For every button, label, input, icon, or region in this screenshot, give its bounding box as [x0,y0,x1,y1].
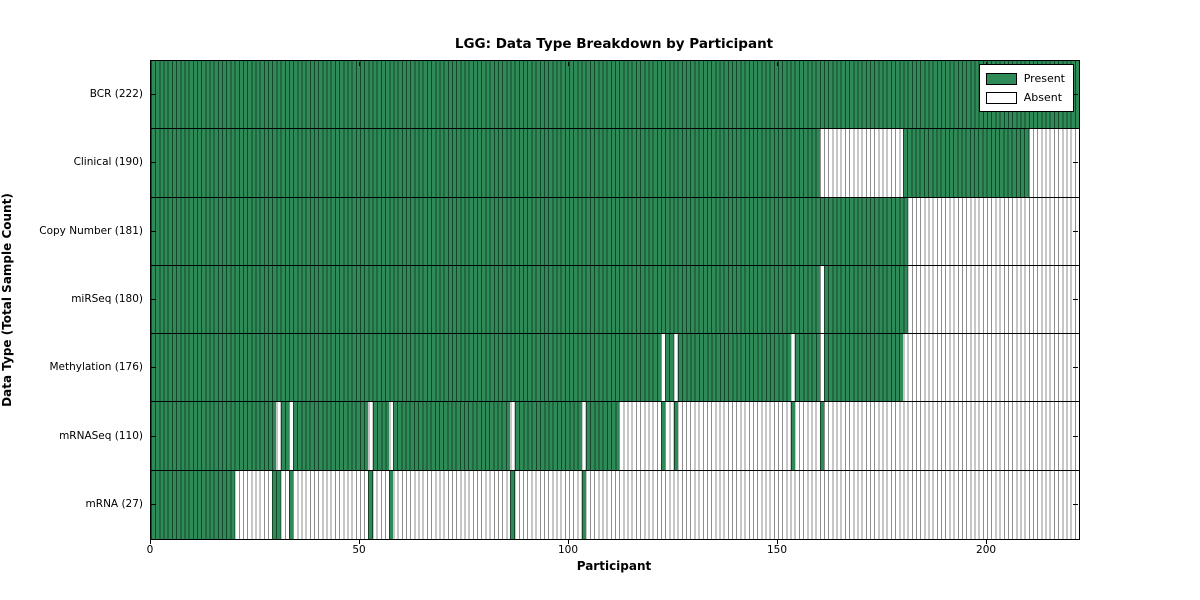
y-tick-right [1073,435,1078,437]
row-mrna [151,470,1079,539]
y-tick-left [151,230,156,232]
present-segment [794,334,820,402]
present-segment [151,470,235,539]
legend-swatch-present [985,72,1017,85]
x-tick-label: 200 [976,544,997,556]
legend-entry-present: Present [985,69,1065,88]
y-tick-label-mirseq: miRSeq (180) [71,293,143,305]
row-clinical [151,129,1079,198]
present-segment [151,402,277,470]
present-segment [677,334,791,402]
x-tick-label: 50 [352,544,366,556]
present-segment [151,265,820,334]
present-segment [903,129,1029,197]
y-tick-right [1073,503,1078,505]
x-tick-bottom [568,540,570,544]
present-segment [665,334,674,402]
legend-label-present: Present [1023,72,1065,85]
y-tick-right [1073,162,1078,164]
legend-entry-absent: Absent [985,88,1065,107]
y-tick-right [1073,230,1078,232]
x-tick-bottom [359,540,360,544]
present-segment [581,470,586,539]
row-mrnaseq [151,402,1079,471]
y-tick-label-mrnaseq: mRNASeq (110) [59,429,143,442]
x-tick-top [568,62,570,66]
y-tick-label-copy-number: Copy Number (181) [39,224,143,237]
present-segment [790,402,795,470]
present-segment [514,402,582,470]
present-segment [824,334,904,402]
x-tick-label: 100 [557,544,579,556]
legend-swatch-absent [985,91,1017,104]
present-segment [510,470,515,539]
y-tick-left [151,435,156,437]
row-bcr [151,61,1079,130]
y-tick-right [1073,94,1078,96]
present-segment [393,402,511,470]
chart-title: LGG: Data Type Breakdown by Participant [454,36,774,52]
x-tick-bottom [777,540,779,544]
legend: Present Absent [978,64,1074,112]
x-tick-label: 0 [146,544,154,556]
x-tick-bottom [986,540,988,544]
plot-area: Present Absent [150,60,1080,540]
y-tick-right [1073,367,1078,369]
present-segment [368,470,373,539]
present-segment [824,265,908,334]
row-mirseq [151,265,1079,335]
y-tick-label-clinical: Clinical (190) [73,156,143,169]
present-segment [288,470,294,539]
y-tick-label-bcr: BCR (222) [89,88,143,101]
row-copy-number [151,197,1079,266]
present-segment [372,402,390,470]
y-tick-left [151,94,156,96]
present-segment [819,402,824,470]
y-tick-left [151,299,156,300]
present-segment [585,402,620,470]
legend-label-absent: Absent [1023,91,1063,104]
present-segment [151,129,820,197]
y-tick-label-mrna: mRNA (27) [85,497,143,510]
present-segment [280,402,289,470]
x-axis-title: Participant [576,559,652,573]
x-tick-label: 150 [766,544,788,556]
present-segment [151,334,661,402]
x-tick-top [777,62,779,66]
x-tick-bottom [150,540,151,544]
row-methylation [151,334,1079,403]
present-segment [673,402,678,470]
y-tick-left [151,162,156,164]
x-tick-top [359,62,360,66]
present-segment [293,402,369,470]
present-segment [389,470,394,539]
y-tick-left [151,367,156,369]
present-segment [151,197,908,265]
present-segment [151,61,1079,129]
y-tick-left [151,503,156,505]
y-tick-label-methylation: Methylation (176) [49,361,143,374]
present-segment [660,402,666,470]
y-tick-right [1073,299,1078,300]
present-segment [272,470,281,539]
